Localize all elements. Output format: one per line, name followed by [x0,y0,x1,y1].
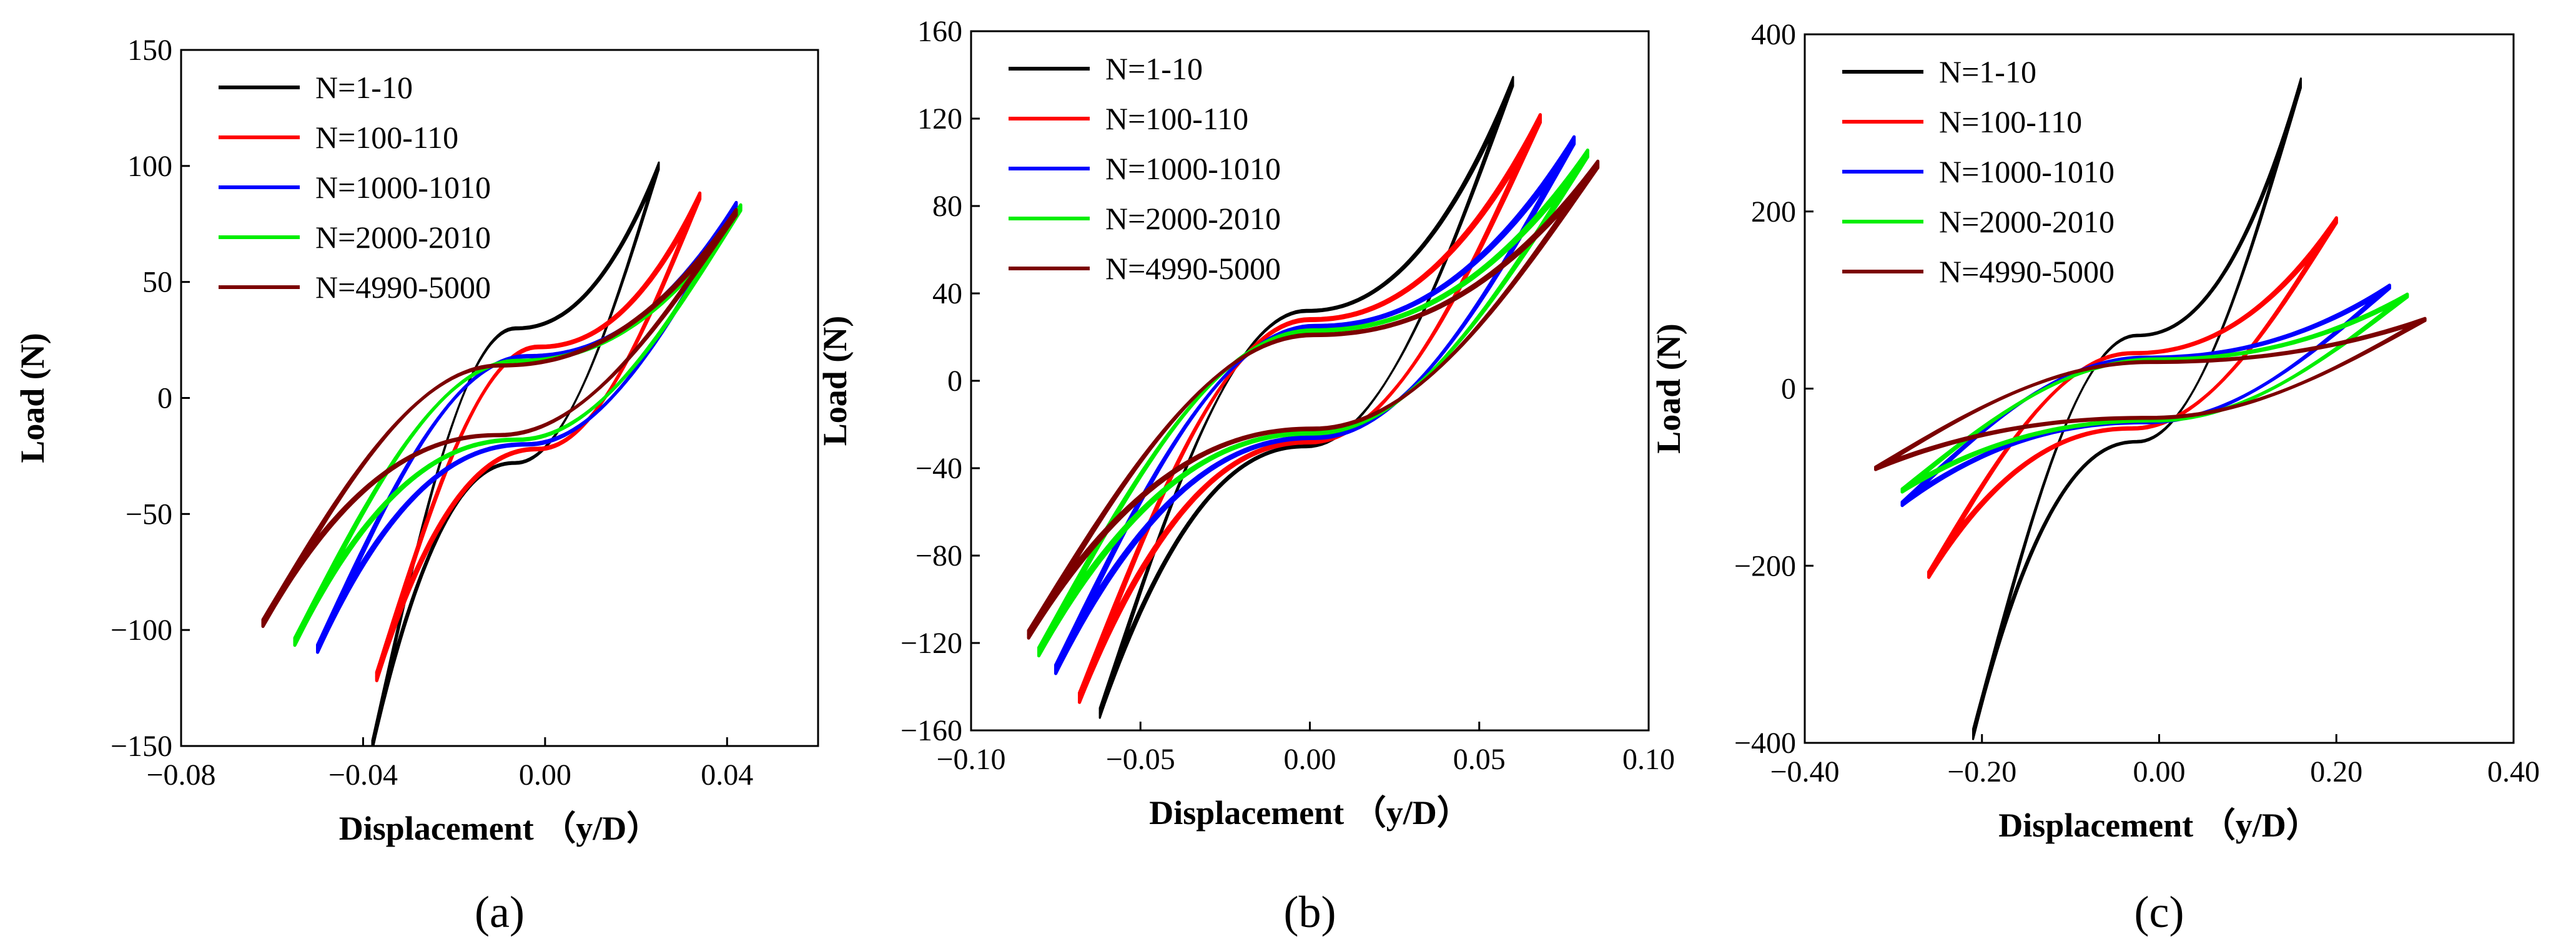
chart-panel-2: −0.10 −0.05 0.00 0.05 0.10 −160 −120 −80 −40 0 40 8… [816,15,1675,937]
y-tick-label: 120 [917,102,962,135]
y-tick-label: −150 [111,730,172,763]
x-tick-label: −0.04 [328,758,398,792]
series-line-n-100-110-cycle-3 [375,191,702,682]
series-line-n-4990-5000-cycle-3 [1027,159,1600,640]
y-tick-label: 0 [1781,373,1796,406]
panel-label: (a) [475,887,525,937]
legend-label: N=1000-1010 [315,170,491,205]
x-tick-label: 0.05 [1453,743,1506,776]
series-line-n-1000-1010-cycle-1 [1900,283,2391,508]
x-tick-label: −0.40 [1770,755,1839,788]
y-tick-label: 50 [142,266,172,299]
y-tick-label: −100 [111,614,172,647]
legend-label: N=1000-1010 [1105,151,1281,186]
legend-label: N=4990-5000 [315,270,491,305]
x-tick-label: 0.40 [2487,755,2540,788]
panel-label: (c) [2134,887,2184,937]
x-tick-label: 0.04 [701,758,753,792]
legend-label: N=1-10 [1939,54,2036,89]
x-tick-label: 0.00 [519,758,571,792]
y-tick-label: 40 [932,277,962,310]
legend-label: N=1-10 [315,70,413,105]
x-tick-label: −0.20 [1947,755,2016,788]
plot-frame [1804,33,2515,744]
x-tick-label: −0.05 [1106,743,1175,776]
y-tick-label: −200 [1734,549,1796,582]
x-tick-label: 0.00 [2133,755,2186,788]
y-tick-label: 160 [917,15,962,48]
y-tick-label: 0 [157,382,172,415]
y-axis-title: Load (N) [816,316,854,446]
chart-panel-1: −0.08 −0.04 0.00 0.04 −150 −100 −50 0 50 100 150 Di… [14,34,819,937]
series-line-n-4990-5000-cycle-3 [1874,317,2427,471]
series-line-n-2000-2010-cycle-1 [1900,292,2409,494]
legend: N=1-10 N=100-110 N=1000-1010 N=2000-2010 N=4… [1009,51,1281,286]
y-tick-label: −40 [915,452,962,485]
series-line-n-1000-1010-cycle-3 [1900,283,2391,508]
plot-area [1874,77,2427,740]
plot-area [1027,76,1600,719]
x-axis-title: Displacement （y/D） [1149,794,1470,832]
y-tick-label: 400 [1751,18,1796,51]
legend-label: N=2000-2010 [1939,204,2115,239]
legend-label: N=4990-5000 [1939,254,2115,289]
legend-label: N=1-10 [1105,51,1203,86]
legend-label: N=100-110 [1939,104,2082,139]
series-line-n-1000-1010-cycle-2 [1900,285,2391,506]
y-tick-label: −80 [915,539,962,572]
x-tick-label: 0.20 [2310,755,2362,788]
panel-label: (b) [1284,887,1336,937]
y-tick-label: 0 [947,365,962,398]
series-line-n-1-10-cycle-3 [1972,77,2302,740]
plot-frame [180,49,819,747]
y-tick-label: −160 [901,714,962,747]
legend: N=1-10 N=100-110 N=1000-1010 N=2000-2010 N=4… [1842,54,2115,289]
y-axis-title: Load (N) [1650,323,1687,454]
y-tick-label: 100 [127,150,172,183]
series-line-n-1000-1010-cycle-3 [1054,135,1576,675]
x-tick-label: −0.10 [936,743,1005,776]
y-axis-title: Load (N) [14,333,51,463]
legend-label: N=100-110 [1105,101,1248,136]
series-line-n-100-110-cycle-3 [1927,216,2338,579]
y-tick-label: 150 [127,34,172,67]
x-tick-label: −0.08 [146,758,215,792]
y-tick-label: 80 [932,190,962,223]
legend-label: N=4990-5000 [1105,251,1281,286]
plot-area [261,161,743,746]
legend-label: N=1000-1010 [1939,154,2115,189]
x-tick-label: 0.00 [1284,743,1336,776]
series-line-n-2000-2010-cycle-3 [293,203,743,647]
y-tick-label: −400 [1734,727,1796,760]
legend: N=1-10 N=100-110 N=1000-1010 N=2000-2010 N=4… [219,70,491,305]
x-axis-title: Displacement （y/D） [1998,807,2319,844]
y-tick-label: −120 [901,627,962,660]
y-tick-label: −50 [126,498,172,531]
y-tick-label: 200 [1751,195,1796,228]
legend-label: N=100-110 [315,120,458,155]
series-line-n-2000-2010-cycle-2 [1900,294,2409,493]
x-axis-title: Displacement （y/D） [339,810,660,847]
chart-panel-3: −0.40 −0.20 0.00 0.20 0.40 −400 −200 0 200 400 Dis… [1650,18,2540,937]
series-line-n-4990-5000-cycle-3 [261,208,738,628]
legend-label: N=2000-2010 [1105,201,1281,236]
x-tick-label: 0.10 [1622,743,1675,776]
legend-label: N=2000-2010 [315,220,491,255]
plot-frame [970,30,1650,732]
series-line-n-2000-2010-cycle-3 [1900,292,2409,494]
